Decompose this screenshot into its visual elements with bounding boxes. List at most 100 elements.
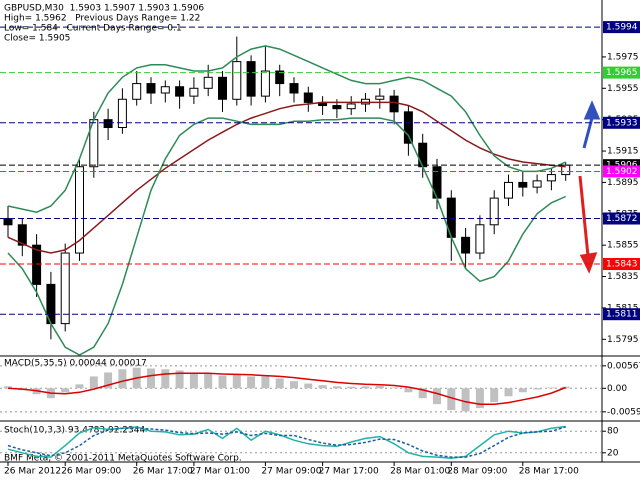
level-box bbox=[603, 165, 640, 178]
histogram-bar bbox=[404, 388, 413, 393]
histogram-bar bbox=[475, 388, 484, 409]
candle-body bbox=[403, 111, 413, 144]
histogram-bar bbox=[204, 373, 213, 389]
histogram-bar bbox=[175, 370, 184, 389]
info-line: Low= 1.584 Current Days Range= 0.1 bbox=[4, 24, 182, 34]
level-box bbox=[603, 66, 640, 79]
x-tick-label: 27 Mar 17:00 bbox=[319, 467, 379, 477]
histogram-bar bbox=[89, 376, 98, 389]
candle-body bbox=[203, 76, 213, 89]
histogram-bar bbox=[218, 375, 227, 389]
x-tick-label: 28 Mar 01:00 bbox=[390, 467, 450, 477]
histogram-bar bbox=[75, 384, 84, 389]
candle-body bbox=[475, 224, 485, 254]
y-tick-label: -0.00594 bbox=[607, 407, 640, 417]
panel-title: Stoch(10,3,3) 93.4783 92.2344 bbox=[4, 426, 145, 436]
histogram-bar bbox=[375, 385, 384, 389]
y-tick-label: 80 bbox=[607, 427, 619, 437]
histogram-bar bbox=[247, 376, 256, 389]
histogram-bar bbox=[490, 388, 499, 403]
y-tick-label: 1.5975 bbox=[607, 52, 639, 62]
candle-body bbox=[75, 166, 84, 254]
candle-body bbox=[17, 224, 27, 246]
panel-title: GBPUSD,M30 1.5903 1.5907 1.5903 1.5906 bbox=[4, 4, 204, 14]
x-tick-label: 26 Mar 09:00 bbox=[61, 467, 121, 477]
candle-body bbox=[418, 142, 428, 168]
histogram-bar bbox=[332, 386, 341, 389]
histogram-bar bbox=[161, 369, 170, 389]
histogram-bar bbox=[418, 388, 427, 399]
indicator-line bbox=[7, 425, 566, 459]
y-tick-label: 1.5955 bbox=[607, 84, 639, 94]
candle-body bbox=[32, 244, 42, 285]
candle-body bbox=[246, 61, 256, 97]
histogram-bar bbox=[318, 385, 327, 389]
indicator-line bbox=[7, 101, 566, 254]
copyright: BMF Meta, © 2001-2011 MetaQuotes Softwar… bbox=[4, 454, 242, 464]
level-label: 1.5843 bbox=[606, 260, 638, 270]
candle-body bbox=[303, 92, 313, 103]
x-tick-label: 26 Mar 17:00 bbox=[133, 467, 193, 477]
candle-body bbox=[532, 180, 542, 188]
candle-body bbox=[146, 83, 156, 94]
level-label: 1.5872 bbox=[606, 214, 638, 224]
x-tick-label: 27 Mar 09:00 bbox=[261, 467, 321, 477]
histogram-bar bbox=[433, 388, 441, 405]
histogram-bar bbox=[61, 388, 70, 393]
candle-body bbox=[232, 61, 242, 100]
y-tick-label: 1.5915 bbox=[607, 147, 639, 157]
candle-body bbox=[289, 83, 299, 94]
histogram-bar bbox=[232, 374, 241, 389]
histogram-bar bbox=[104, 372, 113, 389]
level-label: 1.5994 bbox=[606, 23, 638, 33]
histogram-bar bbox=[347, 386, 356, 389]
indicator-line bbox=[7, 372, 566, 405]
candle-body bbox=[518, 181, 528, 188]
histogram-bar bbox=[261, 376, 270, 389]
histogram-bar bbox=[147, 368, 155, 389]
candle-body bbox=[332, 105, 342, 110]
level-label: 1.5902 bbox=[606, 167, 638, 177]
y-tick-label: 0.00 bbox=[607, 384, 627, 394]
candle-body bbox=[361, 98, 370, 105]
indicator-line bbox=[7, 45, 567, 213]
info-line: High= 1.5962 Previous Days Range= 1.22 bbox=[4, 14, 200, 24]
level-box bbox=[603, 116, 640, 129]
histogram-bar bbox=[304, 383, 313, 389]
x-tick-label: 28 Mar 17:00 bbox=[519, 467, 579, 477]
level-box bbox=[603, 21, 640, 34]
histogram-bar bbox=[447, 388, 456, 411]
candle-body bbox=[60, 252, 70, 325]
histogram-bar bbox=[533, 388, 542, 390]
level-box bbox=[603, 258, 640, 271]
down-arrow bbox=[578, 175, 598, 274]
candle-body bbox=[461, 236, 471, 254]
histogram-bar bbox=[290, 381, 298, 389]
y-tick-label: 1.5895 bbox=[607, 178, 639, 188]
histogram-bar bbox=[461, 388, 470, 412]
y-tick-label: 1.5795 bbox=[607, 335, 639, 345]
y-tick-label: 1.5855 bbox=[607, 241, 639, 251]
candle-body bbox=[103, 119, 113, 129]
candle-body bbox=[117, 98, 127, 129]
histogram-bar bbox=[275, 378, 284, 389]
histogram-bar bbox=[390, 387, 399, 389]
candle-body bbox=[189, 87, 199, 97]
histogram-bar bbox=[189, 372, 198, 389]
y-tick-label: 0.00567 bbox=[607, 361, 640, 371]
histogram-bar bbox=[4, 386, 12, 389]
indicator-line bbox=[7, 426, 566, 458]
level-box bbox=[603, 308, 640, 321]
candle-body bbox=[275, 70, 285, 85]
candle-body bbox=[489, 197, 499, 226]
x-tick-label: 27 Mar 01:00 bbox=[190, 467, 250, 477]
candle-body bbox=[375, 95, 385, 100]
candle-body bbox=[561, 164, 571, 176]
panel-title: MACD(5,35,5) 0.00044 0.00017 bbox=[4, 359, 147, 369]
candle-body bbox=[3, 218, 13, 226]
x-tick-label: 26 Mar 2012 bbox=[4, 467, 61, 477]
candle-body bbox=[346, 103, 356, 110]
y-tick-label: 20 bbox=[607, 448, 619, 458]
indicator-line bbox=[7, 117, 567, 356]
